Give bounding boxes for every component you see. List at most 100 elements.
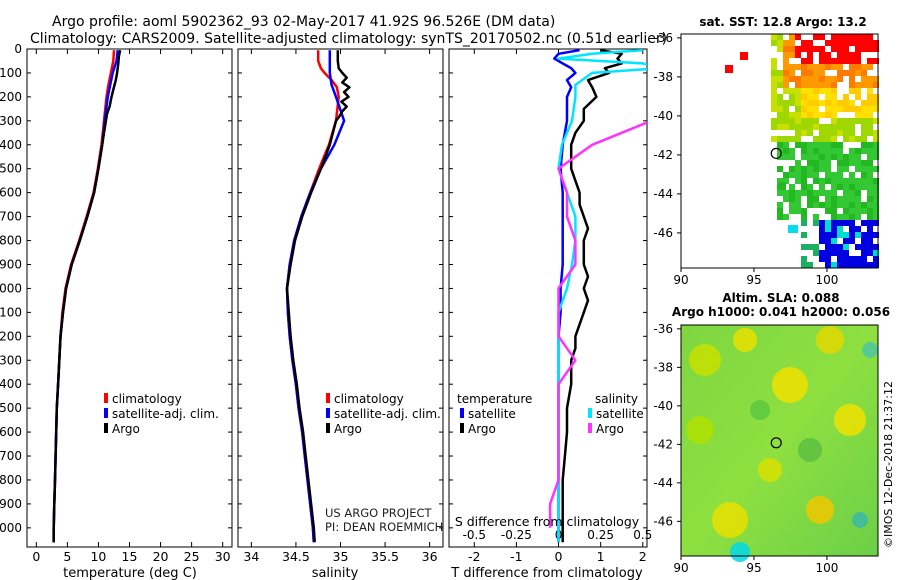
- sst-cell: [795, 196, 801, 202]
- map-x-tick-label: 90: [673, 561, 688, 575]
- sst-cell: [813, 46, 819, 52]
- sst-cell: [825, 226, 831, 232]
- sst-cell: [831, 202, 837, 208]
- sst-cell: [867, 208, 873, 214]
- sst-cell: [819, 112, 825, 118]
- sst-cell: [813, 94, 819, 100]
- x-tick-label: 0: [32, 549, 40, 564]
- sst-cell: [801, 178, 807, 184]
- sst-cell: [873, 154, 879, 160]
- difference-xlabel2: S difference from climatology: [455, 514, 640, 529]
- x-tick-label: 36: [422, 549, 438, 564]
- sst-cell: [831, 46, 837, 52]
- sst-cell: [843, 220, 849, 226]
- salinity-lines: [285, 50, 351, 543]
- sst-cell: [831, 118, 837, 124]
- sst-cell: [813, 148, 819, 154]
- sst-cell: [825, 52, 831, 58]
- sla-map: [680, 324, 879, 562]
- sst-cell: [789, 172, 795, 178]
- sst-cell: [831, 214, 837, 220]
- sst-cell: [813, 214, 819, 220]
- sst-cell: [783, 100, 789, 106]
- sst-cell: [867, 112, 873, 118]
- sst-cell: [867, 142, 873, 148]
- sst-cell: [819, 130, 825, 136]
- sst-cell: [801, 166, 807, 172]
- sst-cell: [825, 82, 831, 88]
- sst-cell: [807, 94, 813, 100]
- sst-cell: [807, 118, 813, 124]
- sst-cell: [789, 70, 795, 76]
- x-tick-label: 25: [184, 549, 200, 564]
- sst-cell: [855, 82, 861, 88]
- sst-cell: [813, 166, 819, 172]
- sst-cell: [813, 154, 819, 160]
- sst-cell: [861, 232, 867, 238]
- sst-cell: [855, 88, 861, 94]
- sst-cell: [801, 58, 807, 64]
- sst-cell: [807, 100, 813, 106]
- sst-cell: [831, 190, 837, 196]
- sst-cell: [843, 262, 849, 268]
- sst-cell: [861, 136, 867, 142]
- sst-cell: [819, 76, 825, 82]
- sst-cell: [825, 160, 831, 166]
- sst-cell: [789, 184, 795, 190]
- sst-cell: [807, 166, 813, 172]
- legend-label-climatology: climatology: [334, 392, 404, 406]
- sst-cell: [873, 148, 879, 154]
- sst-map-cells: [725, 34, 879, 268]
- x-tick-label: -1: [510, 549, 522, 564]
- sst-cell: [855, 184, 861, 190]
- x-tick-label: 34: [243, 549, 259, 564]
- salinity-panel-frame: [237, 48, 444, 548]
- sst-cell: [795, 94, 801, 100]
- sst-cell: [861, 76, 867, 82]
- sst-cell: [873, 184, 879, 190]
- sst-cell: [855, 196, 861, 202]
- sst-cell: [783, 172, 789, 178]
- map-x-tick-label: 100: [815, 273, 838, 287]
- sst-cell: [831, 88, 837, 94]
- sst-cell: [843, 100, 849, 106]
- sst-cell: [855, 34, 861, 40]
- sst-cell: [861, 34, 867, 40]
- sst-cell: [831, 220, 837, 226]
- sst-cell: [849, 190, 855, 196]
- sst-cell: [837, 244, 843, 250]
- sst-cell: [861, 256, 867, 262]
- sst-cell: [783, 106, 789, 112]
- sst-cell: [855, 40, 861, 46]
- sst-cell: [873, 208, 879, 214]
- sst-cell: [837, 52, 843, 58]
- sst-cell: [783, 46, 789, 52]
- sst-cell: [807, 148, 813, 154]
- sst-cell: [873, 256, 879, 262]
- sst-cell: [861, 178, 867, 184]
- sst-cell: [807, 244, 813, 250]
- depth-tick-label: 1000: [0, 281, 22, 295]
- sst-cell: [813, 112, 819, 118]
- sst-cell: [777, 136, 783, 142]
- sst-cell: [843, 124, 849, 130]
- sst-cell: [843, 232, 849, 238]
- sst-cell: [843, 196, 849, 202]
- sst-cell: [861, 262, 867, 268]
- sst-cell: [855, 208, 861, 214]
- sst-cell: [867, 202, 873, 208]
- sst-cell: [813, 118, 819, 124]
- sst-cell: [873, 196, 879, 202]
- depth-tick-label: 1200: [0, 329, 22, 343]
- sst-cell: [795, 118, 801, 124]
- sst-cell: [783, 76, 789, 82]
- sst-cell: [837, 124, 843, 130]
- sst-cell: [861, 166, 867, 172]
- sst-cell: [801, 76, 807, 82]
- sla-feature: [798, 438, 822, 462]
- sst-cell: [867, 172, 873, 178]
- sst-cell: [849, 232, 855, 238]
- sst-cell: [837, 70, 843, 76]
- sst-cell: [801, 142, 807, 148]
- sla-feature: [689, 344, 721, 376]
